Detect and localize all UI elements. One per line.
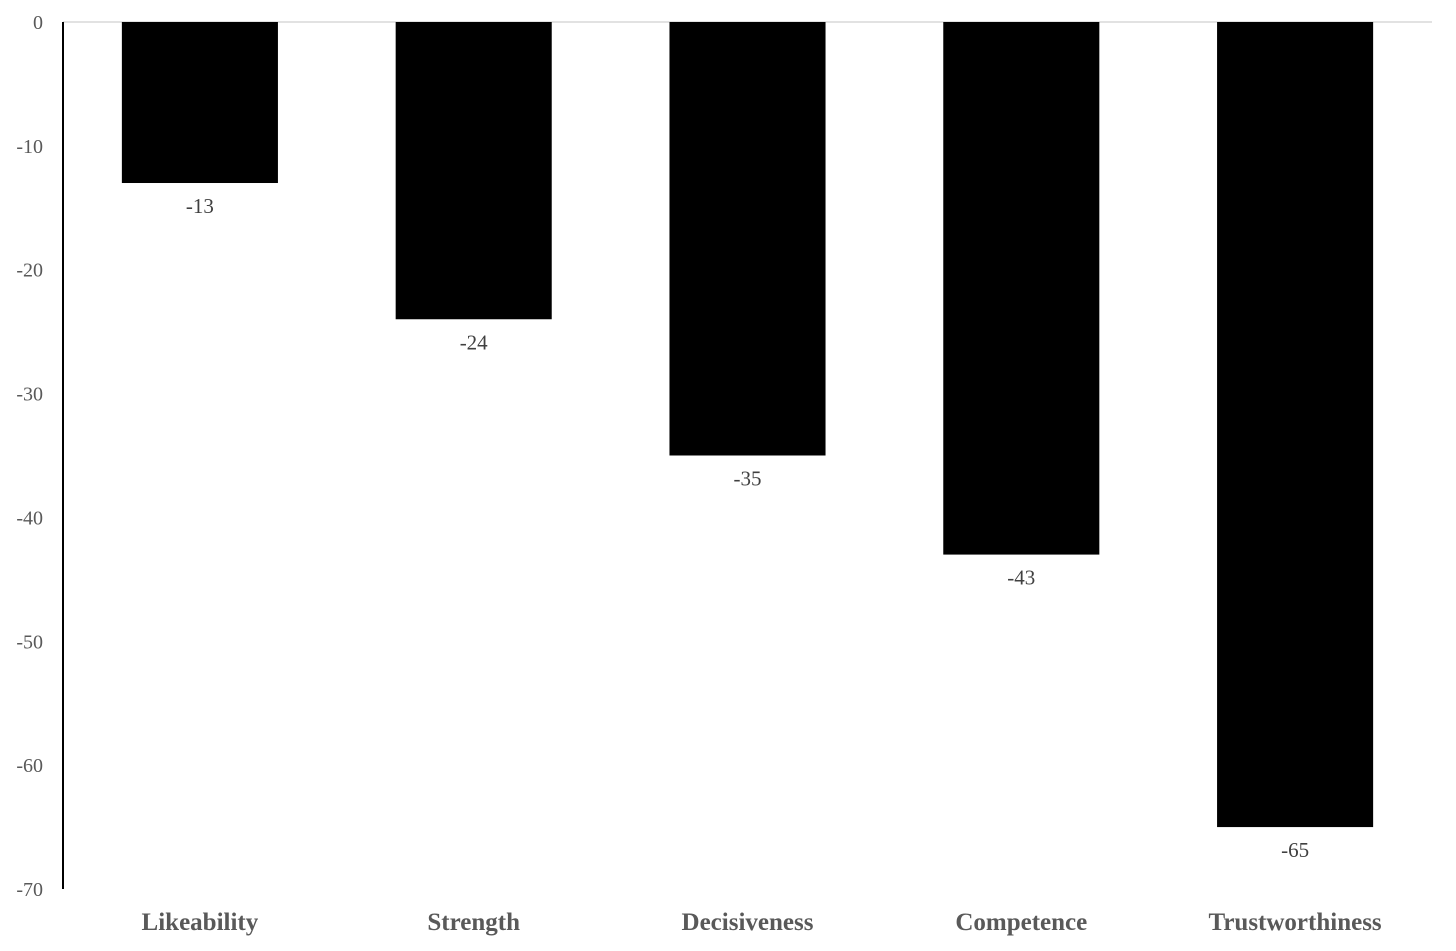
bars — [121, 22, 1374, 828]
bar-trustworthiness — [1217, 22, 1374, 828]
y-tick-label: -60 — [16, 755, 43, 777]
category-label-decisiveness: Decisiveness — [682, 909, 814, 936]
y-tick-label: -40 — [16, 507, 43, 529]
y-tick-label: -50 — [16, 631, 43, 653]
y-tick-label: 0 — [33, 12, 43, 34]
x-axis-categories: Likeability Strength Decisiveness Competenc… — [142, 909, 1382, 936]
y-tick-label: -20 — [16, 260, 43, 282]
data-label-strength: -24 — [460, 330, 488, 354]
bar-strength — [395, 22, 552, 320]
category-label-trustworthiness: Trustworthiness — [1209, 909, 1382, 936]
category-label-strength: Strength — [427, 909, 520, 936]
bar-likeability — [121, 22, 278, 184]
y-tick-label: -10 — [16, 136, 43, 158]
data-label-competence: -43 — [1007, 566, 1035, 590]
y-tick-label: -70 — [16, 879, 43, 901]
y-tick-label: -30 — [16, 384, 43, 406]
bar-decisiveness — [669, 22, 826, 456]
data-label-trustworthiness: -65 — [1281, 838, 1309, 862]
category-label-likeability: Likeability — [142, 909, 259, 936]
data-label-decisiveness: -35 — [734, 467, 762, 491]
category-label-competence: Competence — [955, 909, 1087, 936]
data-labels: -13 -24 -35 -43 -65 — [186, 194, 1309, 862]
data-label-likeability: -13 — [186, 194, 214, 218]
bar-competence — [943, 22, 1100, 555]
y-axis-ticks: 0 -10 -20 -30 -40 -50 -60 -70 — [16, 12, 43, 901]
